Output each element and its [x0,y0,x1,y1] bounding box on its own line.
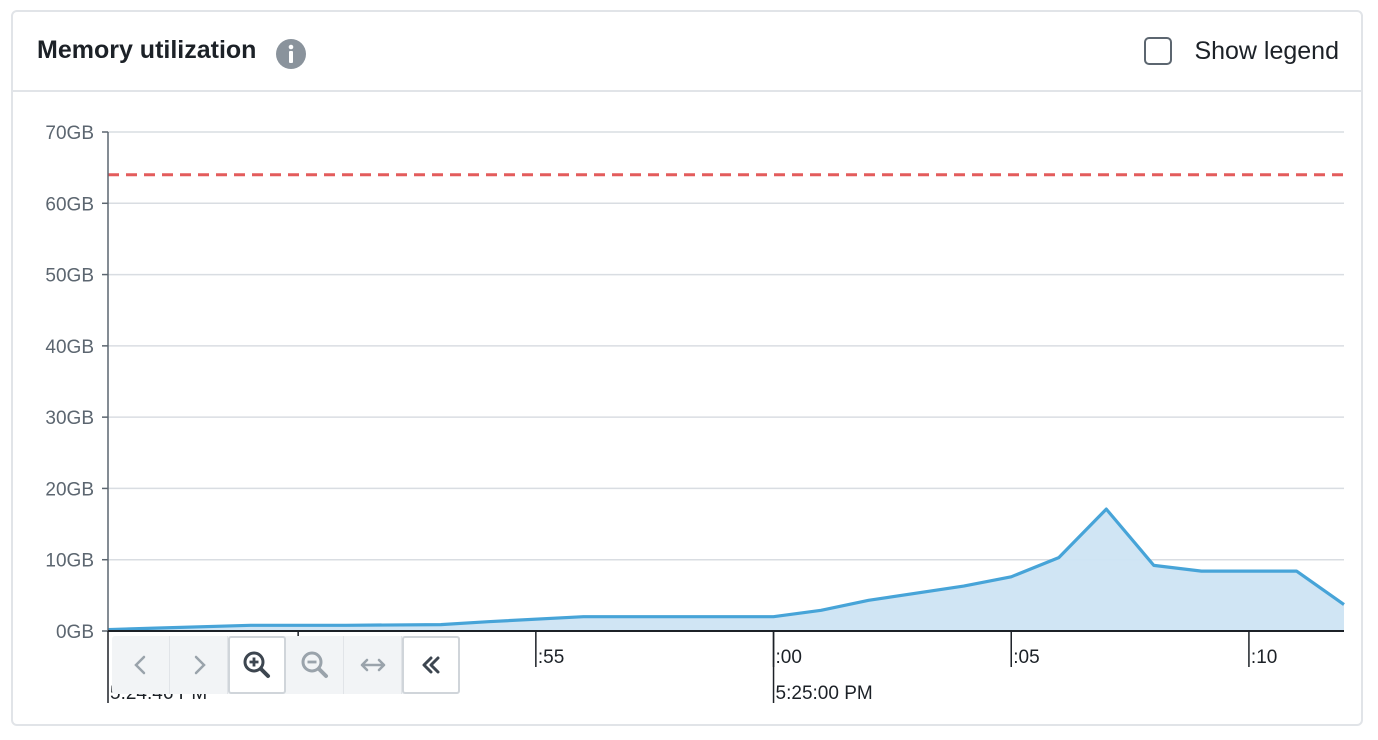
x-tick-label: :00 [776,647,802,668]
y-tick-label: 70GB [45,123,94,144]
y-tick-label: 60GB [45,194,94,215]
pan-left-icon [133,655,145,675]
zoom-out-button[interactable] [286,636,344,694]
show-legend-checkbox[interactable] [1144,37,1173,65]
series-line [107,507,1345,632]
page-title: Memory utilization [37,36,257,64]
y-tick-label: 50GB [45,266,94,287]
rewind-icon [422,656,440,674]
pan-right-icon [194,655,206,675]
chart-navigation-controls [112,636,460,694]
fit-width-icon [360,658,385,672]
x-tick-label: :10 [1251,647,1277,668]
x-tick-label: :05 [1013,647,1039,668]
y-tick-label: 0GB [56,622,94,643]
fit-width-button[interactable] [344,636,402,694]
x-tick-label: :55 [538,647,564,668]
zoom-out-icon [301,651,328,678]
info-icon[interactable] [275,38,307,70]
card-header: Memory utilization Show legend [13,12,1361,92]
x-major-label: 5:25:00 PM [776,683,873,704]
y-tick-label: 10GB [45,551,94,572]
pan-right-button[interactable] [170,636,228,694]
rewind-button[interactable] [402,636,460,694]
y-tick-label: 30GB [45,408,94,429]
memory-utilization-card: Memory utilization Show legend [11,10,1363,726]
show-legend-toggle[interactable]: Show legend [1144,34,1339,68]
series-area [108,509,1344,631]
show-legend-label: Show legend [1194,36,1339,65]
pan-left-button[interactable] [112,636,170,694]
zoom-in-icon [243,651,270,678]
zoom-in-button[interactable] [228,636,286,694]
y-tick-label: 20GB [45,479,94,500]
y-tick-label: 40GB [45,337,94,358]
